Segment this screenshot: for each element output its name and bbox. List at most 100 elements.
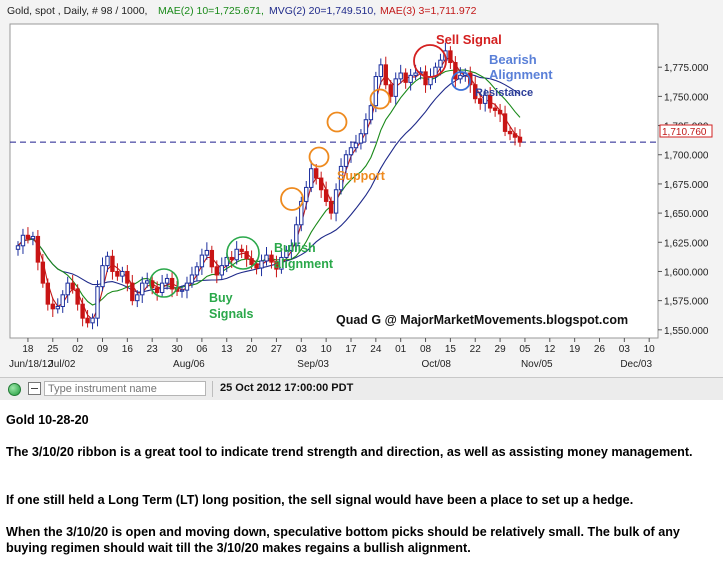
candle-body [184, 282, 190, 291]
header-mae10: MAE(2) 10=1,725.671, [158, 5, 264, 17]
candle-body [40, 261, 46, 284]
candle [154, 281, 160, 301]
x-tick-label: 10 [321, 344, 333, 355]
candle-body [289, 245, 294, 251]
candle-body [284, 249, 289, 258]
candle [140, 276, 145, 303]
candle-body [259, 260, 264, 269]
candle [110, 249, 115, 280]
candle [318, 171, 324, 198]
candle [333, 183, 339, 222]
candle-body [279, 256, 284, 270]
y-tick-label: 1,575.000 [664, 297, 709, 308]
candle [75, 284, 80, 311]
candle-body [65, 282, 70, 296]
instrument-list-icon[interactable] [28, 382, 41, 395]
x-tick-label: 24 [370, 344, 382, 355]
candle-body [234, 248, 239, 261]
alignment-label: Alignment [489, 67, 553, 82]
candle-body [438, 59, 443, 68]
month-label: Jul/02 [49, 359, 76, 370]
x-tick-label: 17 [345, 344, 357, 355]
candle [473, 76, 478, 104]
candle-body [458, 74, 463, 80]
x-tick-label: 18 [22, 344, 34, 355]
candle-body [512, 133, 518, 138]
candle-body [249, 258, 254, 265]
caption-title: Gold 10-28-20 [6, 413, 89, 427]
candle-body [85, 317, 90, 324]
candle [274, 255, 279, 278]
header-mvg20: MVG(2) 20=1,749.510, [269, 5, 376, 17]
instrument-search-input[interactable] [44, 381, 206, 396]
support-label: Support [337, 169, 386, 183]
candle-body [343, 154, 349, 167]
candle-body [90, 317, 95, 324]
y-tick-label: 1,700.000 [664, 151, 709, 162]
candle-body [492, 107, 498, 111]
bullish-alignment-label: alignment [274, 257, 334, 271]
x-tick-label: 29 [495, 344, 507, 355]
candle [487, 87, 493, 113]
candle-body [294, 224, 299, 247]
candle-body [393, 78, 398, 97]
sell-signal-circle [413, 44, 447, 78]
candle-body [378, 64, 384, 78]
candle-body [154, 287, 160, 293]
month-label: Sep/03 [297, 359, 329, 370]
y-tick-label: 1,600.000 [664, 267, 709, 278]
candle [25, 227, 31, 244]
candle-body [487, 94, 493, 109]
x-tick-label: 30 [171, 344, 183, 355]
candle-body [328, 200, 334, 214]
candle-body [115, 270, 120, 277]
candle-body [80, 303, 85, 319]
connection-status-icon[interactable] [8, 383, 21, 396]
candle [497, 103, 503, 123]
candle-body [204, 249, 210, 256]
candle [60, 290, 65, 313]
candle [125, 265, 130, 292]
candle [358, 129, 364, 150]
month-label: Oct/08 [422, 359, 452, 370]
instrument-toolbar: 25 Oct 2012 17:00:00 PDT [0, 377, 723, 400]
candle-body [304, 186, 309, 202]
resistance-label: Resistance [475, 87, 533, 99]
candle-body [239, 248, 244, 253]
candle [55, 298, 60, 314]
candle [199, 248, 205, 275]
candle [259, 254, 264, 277]
candle [184, 276, 190, 299]
candle-body [408, 74, 413, 83]
candle [328, 196, 334, 220]
candle-body [164, 277, 170, 284]
candle-body [20, 234, 26, 247]
candle-body [314, 168, 319, 179]
candle-body [159, 282, 165, 293]
candle [164, 273, 170, 290]
price-chart: 1,775.0001,750.0001,725.0001,700.0001,67… [7, 5, 713, 370]
candle-body [274, 261, 279, 270]
candle-body [145, 280, 150, 284]
candle-body [110, 255, 115, 272]
candle [214, 260, 220, 284]
x-tick-label: 25 [47, 344, 59, 355]
buy-signal-circle-1 [149, 268, 179, 298]
candle-body [199, 254, 205, 268]
candle [423, 65, 428, 93]
last-price-tag-box [659, 124, 713, 138]
candle [383, 56, 388, 90]
candle [15, 241, 21, 256]
candle [105, 251, 110, 273]
candle-body [517, 136, 523, 143]
sell-signal-label: Sell Signal [436, 32, 502, 47]
candle [35, 230, 41, 271]
candle [408, 68, 413, 91]
x-tick-label: 27 [271, 344, 283, 355]
candle [507, 126, 513, 141]
x-tick-label: 13 [221, 344, 233, 355]
candle-body [398, 72, 403, 80]
candle-body [100, 265, 105, 288]
candle-body [413, 72, 418, 76]
candle [458, 67, 463, 84]
